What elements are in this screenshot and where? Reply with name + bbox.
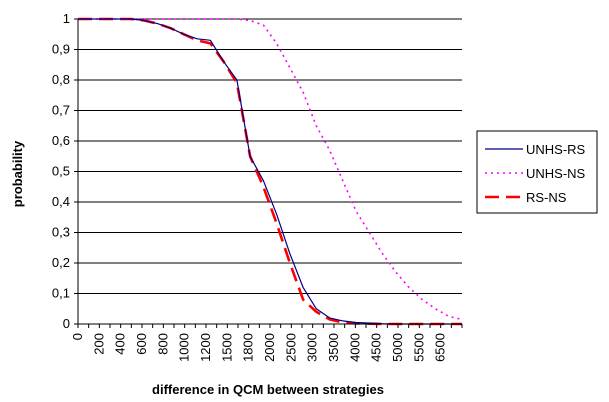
x-tick-label: 4500 [369,333,384,362]
y-tick-label: 0,6 [52,133,70,148]
x-tick-label: 2000 [262,333,277,362]
x-tick-label: 3500 [326,333,341,362]
y-tick-label: 0,3 [52,225,70,240]
legend: UNHS-RS UNHS-NS RS-NS [476,130,598,214]
x-tick-label: 4000 [347,333,362,362]
legend-label: RS-NS [526,190,567,205]
x-tick-label: 2500 [283,333,298,362]
y-tick-label: 0,2 [52,255,70,270]
gridlines [74,18,462,325]
legend-label: UNHS-NS [526,166,586,181]
y-axis-tick-labels: 0 0,1 0,2 0,3 0,4 0,5 0,6 0,7 0,8 0,9 1 [52,11,70,331]
legend-box [476,130,598,214]
y-tick-label: 0 [63,316,70,331]
y-tick-label: 0,1 [52,286,70,301]
x-tick-label: 600 [134,333,149,355]
legend-label: UNHS-RS [526,142,586,157]
x-tick-label: 1000 [177,333,192,362]
y-tick-label: 0,4 [52,194,70,209]
x-tick-label: 6500 [433,333,448,362]
x-tick-label: 5500 [411,333,426,362]
y-tick-label: 1 [63,11,70,26]
x-tick-label: 5000 [390,333,405,362]
y-tick-label: 0,9 [52,42,70,57]
x-axis-title: difference in QCM between strategies [152,382,384,397]
y-axis-title: probability [10,140,25,207]
axes [77,19,463,328]
x-tick-label: 200 [91,333,106,355]
x-tick-label: 1200 [198,333,213,362]
x-tick-label: 3000 [305,333,320,362]
y-tick-label: 0,7 [52,103,70,118]
y-tick-label: 0,5 [52,164,70,179]
x-tick-label: 800 [155,333,170,355]
series-line-unhs-ns [78,18,463,321]
x-tick-label: 1800 [241,333,256,362]
x-tick-label: 1500 [219,333,234,362]
x-tick-label: 400 [113,333,128,355]
x-axis-tick-labels: 0 200 400 600 800 1000 1200 1500 1800 2000 2500 300… [70,333,448,362]
y-tick-label: 0,8 [52,72,70,87]
x-tick-label: 0 [70,333,85,340]
